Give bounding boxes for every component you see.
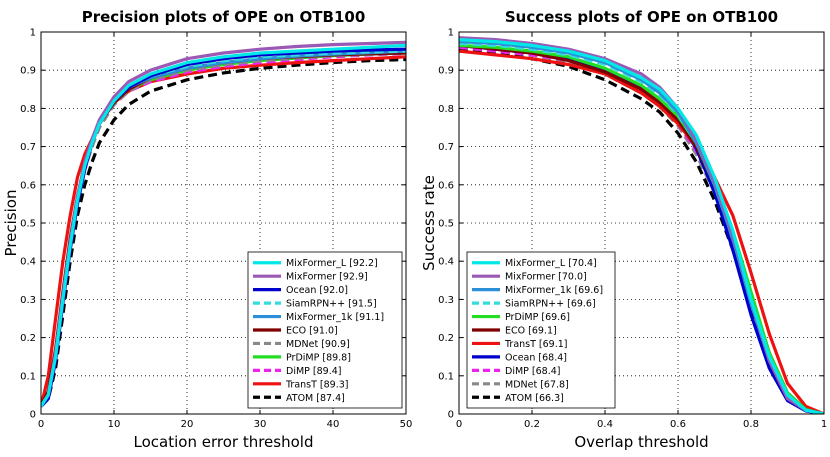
y-tick-label: 0.7 — [438, 142, 454, 153]
legend-entry: MDNet [90.9] — [286, 339, 350, 350]
y-tick-label: 0.8 — [438, 104, 454, 115]
y-tick-label: 0.5 — [20, 219, 36, 230]
y-tick-label: 0.6 — [20, 180, 36, 191]
x-tick-label: 0 — [38, 419, 44, 430]
legend-entry: MixFormer_1k [69.6] — [505, 285, 603, 296]
legend-entry: MixFormer [92.9] — [286, 272, 368, 283]
y-tick-label: 1 — [448, 28, 454, 39]
y-tick-label: 0.5 — [438, 219, 454, 230]
series-line — [41, 49, 406, 408]
legend-entry: MDNet [67.8] — [505, 379, 569, 390]
y-axis-label: Precision — [2, 190, 20, 257]
legend-entry: Ocean [92.0] — [286, 285, 348, 296]
x-tick-label: 0.8 — [743, 419, 759, 430]
chart-title: Precision plots of OPE on OTB100 — [82, 8, 366, 26]
y-axis-label: Success rate — [420, 175, 438, 271]
legend: MixFormer_L [70.4] MixFormer [70.0] MixFor… — [466, 251, 616, 409]
x-axis-label: Overlap threshold — [574, 433, 708, 451]
series-group — [459, 36, 824, 414]
y-tick-label: 0.1 — [20, 371, 36, 382]
legend-entry: DiMP [89.4] — [286, 366, 341, 377]
x-tick-label: 0 — [456, 419, 462, 430]
grid — [459, 32, 824, 414]
y-tick-label: 0.4 — [438, 257, 454, 268]
legend: MixFormer_L [92.2] MixFormer [92.9] Ocean … — [247, 251, 403, 409]
series-group — [41, 40, 406, 408]
legend-entry: MixFormer_1k [91.1] — [286, 312, 384, 323]
x-tick-label: 10 — [108, 419, 121, 430]
legend-entry: TransT [89.3] — [285, 379, 349, 390]
x-tick-label: 0.4 — [597, 419, 613, 430]
y-tick-label: 0.3 — [20, 295, 36, 306]
legend-entry: MixFormer_L [70.4] — [505, 258, 597, 269]
y-tick-label: 0.9 — [20, 66, 36, 77]
y-tick-label: 0.7 — [20, 142, 36, 153]
x-tick-label: 1 — [821, 419, 827, 430]
legend-entry: ATOM [66.3] — [505, 393, 564, 404]
legend-entry: MixFormer [70.0] — [505, 272, 587, 283]
legend-entry: PrDiMP [89.8] — [286, 352, 351, 363]
chart-title: Success plots of OPE on OTB100 — [505, 8, 778, 26]
success-plot-panel: Success plots of OPE on OTB100 0 0.2 0.4 0.6… — [415, 0, 830, 453]
x-tick-label: 40 — [327, 419, 340, 430]
y-tick-label: 1 — [30, 28, 36, 39]
success-plot: Success plots of OPE on OTB100 0 0.2 0.4 0.6… — [420, 8, 827, 451]
legend-entry: Ocean [68.4] — [505, 352, 567, 363]
series-line — [459, 38, 824, 414]
legend-entry: DiMP [68.4] — [505, 366, 560, 377]
y-tick-label: 0.2 — [20, 333, 36, 344]
legend-entry: MixFormer_L [92.2] — [286, 258, 378, 269]
legend-entry: TransT [69.1] — [504, 339, 568, 350]
x-tick-label: 30 — [254, 419, 267, 430]
y-tick-label: 0.1 — [438, 371, 454, 382]
x-tick-label: 50 — [400, 419, 413, 430]
x-tick-label: 0.6 — [670, 419, 686, 430]
y-tick-label: 0 — [30, 410, 36, 421]
y-tick-label: 0.2 — [438, 333, 454, 344]
y-tick-label: 0.8 — [20, 104, 36, 115]
y-tick-label: 0.9 — [438, 66, 454, 77]
precision-plot-panel: Precision plots of OPE on OTB100 0 10 20 30 4… — [0, 0, 415, 453]
series-line — [41, 57, 406, 408]
x-tick-label: 20 — [181, 419, 194, 430]
x-axis-label: Location error threshold — [134, 433, 314, 451]
legend-entry: ECO [91.0] — [286, 326, 338, 337]
y-tick-label: 0 — [448, 410, 454, 421]
legend-entry: ATOM [87.4] — [286, 393, 345, 404]
x-tick-label: 0.2 — [524, 419, 540, 430]
legend-entry: ECO [69.1] — [505, 326, 557, 337]
legend-entry: SiamRPN++ [69.6] — [505, 299, 596, 310]
legend-entry: SiamRPN++ [91.5] — [286, 299, 377, 310]
series-line — [41, 43, 406, 408]
y-tick-label: 0.4 — [20, 257, 36, 268]
y-tick-label: 0.3 — [438, 295, 454, 306]
legend-entry: PrDiMP [69.6] — [505, 312, 570, 323]
y-tick-label: 0.6 — [438, 180, 454, 191]
